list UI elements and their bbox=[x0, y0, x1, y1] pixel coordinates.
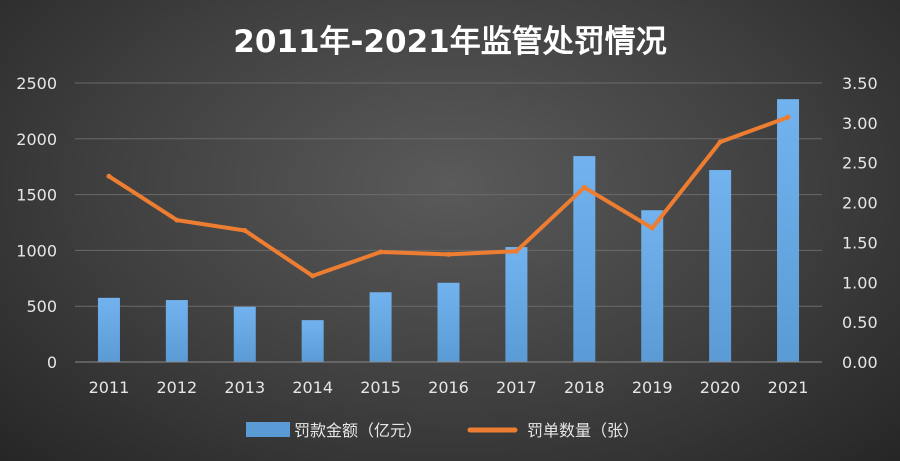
left-axis-tick-label: 2000 bbox=[16, 130, 57, 149]
left-axis-tick-label: 1500 bbox=[16, 186, 57, 205]
chart-title: 2011年-2021年监管处罚情况 bbox=[233, 24, 666, 60]
left-axis-tick-label: 500 bbox=[26, 297, 57, 316]
bar bbox=[97, 297, 120, 362]
right-axis-tick-label: 3.50 bbox=[842, 74, 878, 93]
left-y-axis: 0 500 1000 1500 2000 2500 bbox=[16, 74, 57, 372]
legend-bar-label: 罚款金额（亿元） bbox=[294, 421, 422, 440]
line-point bbox=[649, 225, 655, 231]
right-axis-tick-label: 1.00 bbox=[842, 273, 878, 292]
line-point bbox=[717, 139, 723, 145]
x-axis-tick-label: 2017 bbox=[496, 378, 537, 397]
right-axis-tick-label: 3.00 bbox=[842, 114, 878, 133]
line-point bbox=[378, 249, 384, 255]
right-axis-tick-label: 0.50 bbox=[842, 313, 878, 332]
right-axis-tick-label: 2.00 bbox=[842, 194, 878, 213]
legend: 罚款金额（亿元） 罚单数量（张） bbox=[246, 421, 639, 440]
x-axis-tick-label: 2018 bbox=[564, 378, 605, 397]
x-axis-tick-label: 2020 bbox=[700, 378, 741, 397]
bar bbox=[709, 170, 732, 362]
x-axis-tick-label: 2021 bbox=[768, 378, 809, 397]
line-point bbox=[242, 227, 248, 233]
bar bbox=[165, 300, 188, 362]
line-point bbox=[446, 251, 451, 257]
bar bbox=[233, 306, 256, 362]
right-axis-tick-label: 2.50 bbox=[842, 154, 878, 173]
left-axis-tick-label: 1000 bbox=[16, 241, 57, 260]
x-axis: 2011 2012 2013 2014 2015 2016 2017 2018 2019 2020… bbox=[75, 361, 822, 397]
line-point bbox=[106, 173, 112, 179]
x-axis-tick-label: 2014 bbox=[292, 378, 333, 397]
bar bbox=[437, 282, 460, 362]
legend-bar-swatch bbox=[246, 422, 290, 437]
bar bbox=[505, 247, 528, 362]
right-y-axis: 0.00 0.50 1.00 1.50 2.00 2.50 3.00 3.50 bbox=[842, 74, 878, 372]
x-axis-tick-label: 2011 bbox=[89, 378, 130, 397]
right-axis-tick-label: 1.50 bbox=[842, 233, 878, 252]
bar bbox=[369, 292, 392, 362]
x-axis-tick-label: 2012 bbox=[157, 378, 198, 397]
line-point bbox=[581, 184, 587, 190]
line-point bbox=[174, 217, 180, 223]
bar bbox=[301, 320, 324, 362]
line-series bbox=[106, 114, 791, 279]
line-point bbox=[785, 114, 791, 120]
right-axis-tick-label: 0.00 bbox=[842, 353, 878, 372]
line-point bbox=[513, 248, 519, 254]
x-axis-tick-label: 2015 bbox=[360, 378, 401, 397]
bar bbox=[573, 156, 596, 362]
line-point bbox=[310, 273, 316, 279]
x-axis-tick-label: 2013 bbox=[224, 378, 265, 397]
x-axis-tick-label: 2016 bbox=[428, 378, 469, 397]
bar bbox=[777, 99, 800, 362]
bar-series bbox=[97, 99, 800, 362]
legend-line-label: 罚单数量（张） bbox=[527, 421, 639, 440]
left-axis-tick-label: 0 bbox=[47, 353, 57, 372]
bar bbox=[641, 210, 664, 362]
left-axis-tick-label: 2500 bbox=[16, 74, 57, 93]
gridlines bbox=[75, 82, 822, 307]
x-axis-tick-label: 2019 bbox=[632, 378, 673, 397]
